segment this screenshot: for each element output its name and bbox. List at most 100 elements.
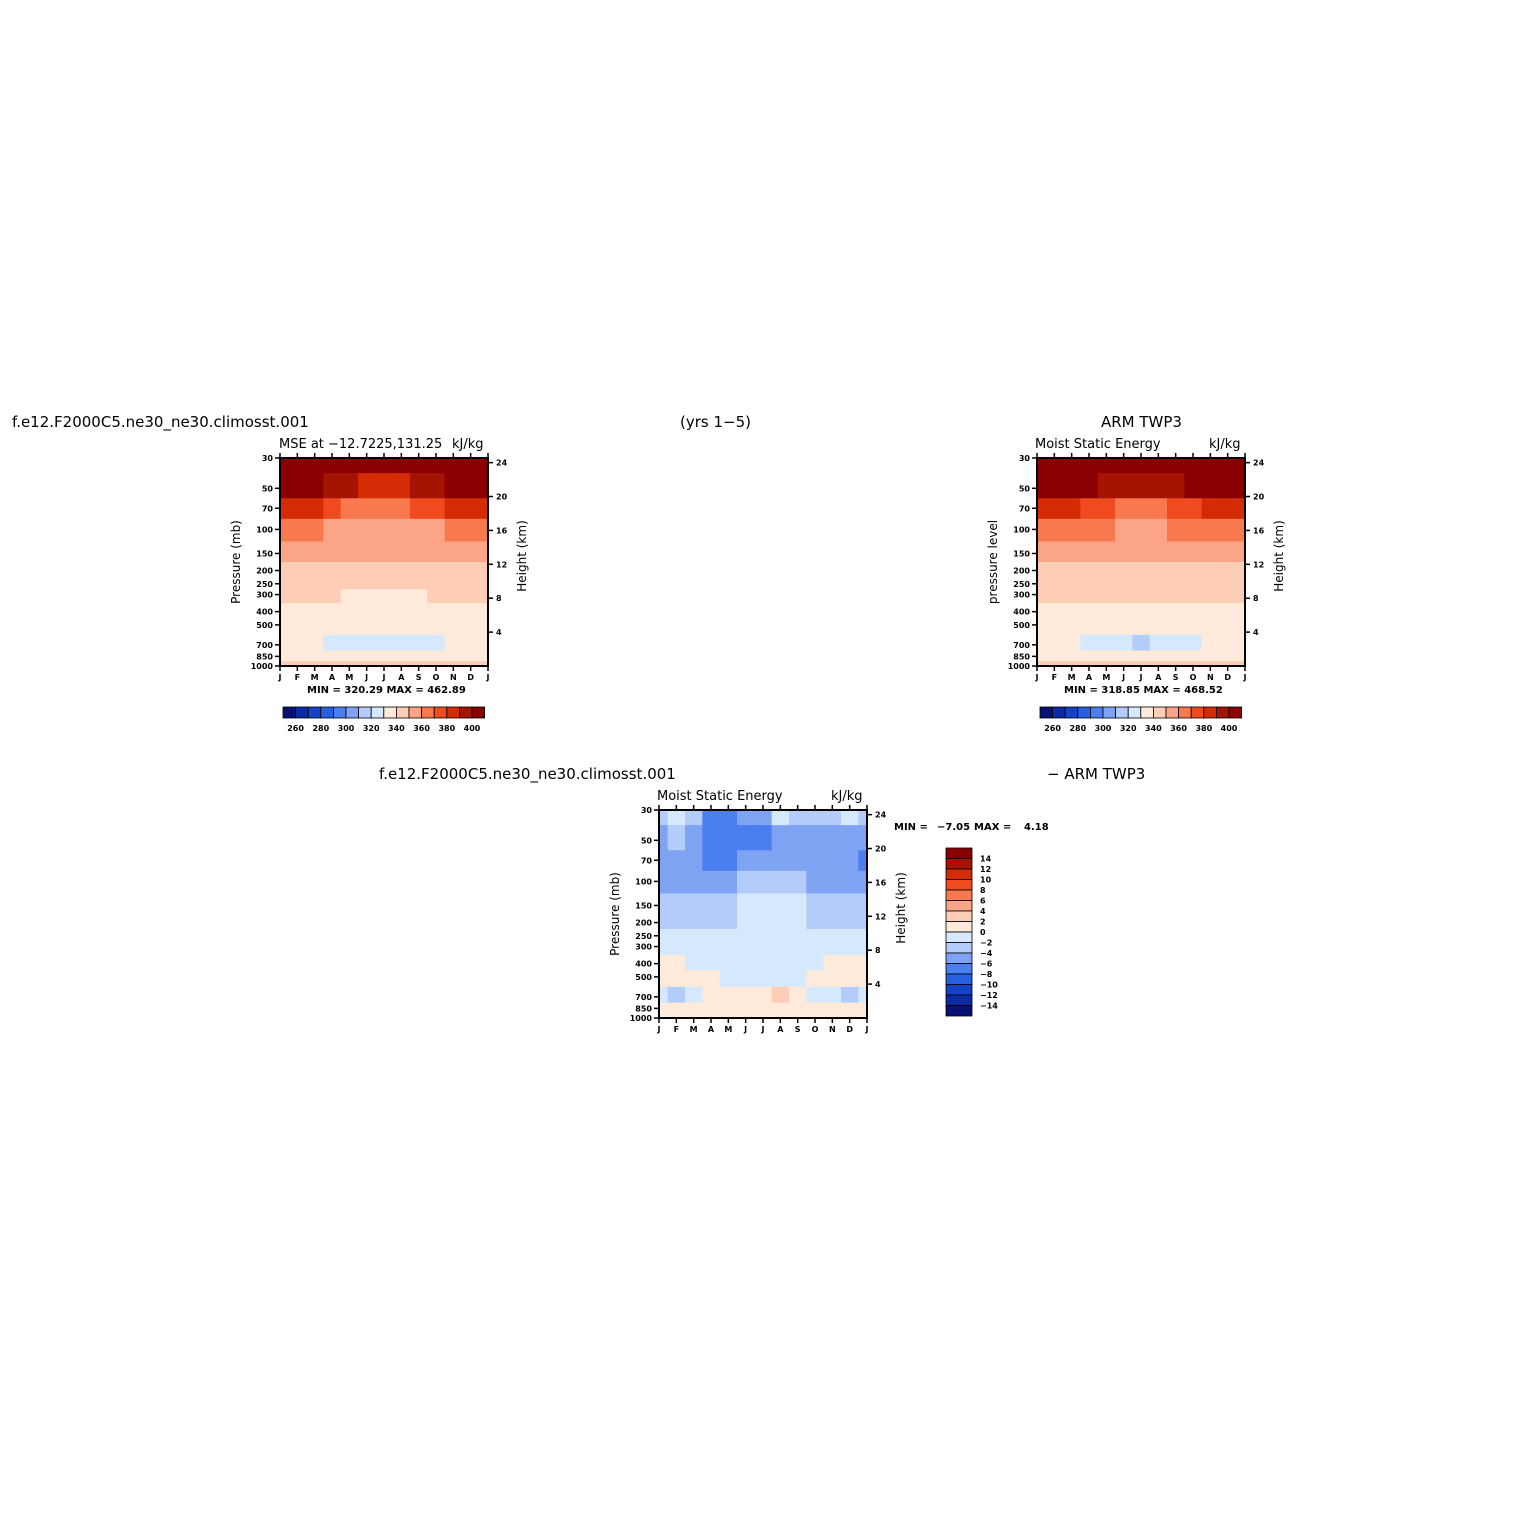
obs-ytick-label: 100 (1013, 525, 1030, 534)
obs-cell (1063, 541, 1081, 563)
diff-rtick-label: 24 (875, 811, 887, 820)
diff-cell (771, 941, 790, 956)
obs-cell (1201, 650, 1220, 662)
diff-cell (823, 1002, 842, 1014)
obs-cell (1097, 589, 1116, 604)
model-cell (306, 661, 324, 667)
obs-cell (1219, 562, 1237, 578)
obs-cell (1037, 562, 1047, 578)
obs-cell (1097, 577, 1116, 590)
model-cell (392, 541, 411, 563)
obs-cell (1184, 634, 1203, 652)
model-xtick-label: A (329, 673, 336, 682)
model-cell (462, 618, 480, 636)
diff-xtick-label: D (846, 1025, 853, 1034)
model-cell (410, 498, 428, 520)
model-cell (288, 562, 307, 578)
diff-colorbar-swatch (945, 984, 973, 996)
obs-colorbar-swatch (1064, 706, 1079, 719)
diff-colorbar-label: 6 (980, 897, 986, 906)
model-cell (323, 650, 342, 662)
obs-cell (1149, 458, 1168, 474)
model-cell (479, 518, 489, 543)
diff-cell (702, 1013, 721, 1019)
model-colorbar-swatch (408, 706, 423, 719)
obs-min-max: MIN = 318.85 MAX = 468.52 (1064, 685, 1223, 696)
model-cell (427, 541, 446, 563)
model-cell (392, 498, 411, 520)
obs-cell (1236, 634, 1246, 652)
obs-title: ARM TWP3 (1101, 413, 1182, 431)
model-cell (375, 518, 394, 543)
model-ytick-label: 850 (256, 652, 273, 661)
diff-rtick-label: 12 (875, 912, 886, 921)
model-cell (375, 577, 394, 590)
model-cell (410, 603, 428, 619)
obs-ytick-label: 1000 (1008, 662, 1031, 671)
model-cell (358, 541, 376, 563)
model-cell (462, 458, 480, 474)
obs-cell (1080, 661, 1099, 667)
diff-cell (789, 941, 807, 956)
diff-cell (667, 941, 686, 956)
model-colorbar-swatch (383, 706, 397, 719)
obs-cell (1167, 650, 1185, 662)
diff-xtick-label: A (708, 1025, 715, 1034)
obs-xtick-label: M (1102, 673, 1110, 682)
obs-cell (1063, 498, 1081, 520)
model-cell (340, 458, 359, 474)
model-cell (306, 562, 324, 578)
model-cell (462, 650, 480, 662)
diff-cell (806, 955, 825, 971)
diff-cell (702, 941, 721, 956)
model-cell (288, 618, 307, 636)
diff-cell (659, 941, 669, 956)
obs-cell (1097, 603, 1116, 619)
obs-cell (1045, 634, 1064, 652)
model-cell (479, 577, 489, 590)
model-cell (427, 634, 446, 652)
obs-cell (1063, 577, 1081, 590)
model-xtick-label: F (295, 673, 300, 682)
diff-cell (806, 1013, 825, 1019)
obs-cell (1097, 661, 1116, 667)
diff-cell (841, 986, 859, 1004)
diff-cell (702, 914, 721, 930)
obs-cell (1219, 661, 1237, 667)
obs-cell (1219, 473, 1237, 499)
model-min-max: MIN = 320.29 MAX = 462.89 (307, 685, 466, 696)
model-cell (358, 473, 376, 499)
model-cell (340, 473, 359, 499)
diff-case-title: f.e12.F2000C5.ne30_ne30.climosst.001 (379, 765, 676, 783)
diff-rtick-label: 16 (875, 878, 887, 887)
obs-colorbar-swatch (1127, 706, 1142, 719)
model-cell (306, 518, 324, 543)
model-colorbar-swatch (295, 706, 309, 719)
obs-cell (1149, 473, 1168, 499)
obs-cell (1201, 562, 1220, 578)
obs-cell (1236, 458, 1246, 474)
diff-xtick-label: M (724, 1025, 732, 1034)
obs-cell (1132, 634, 1151, 652)
model-cell (340, 603, 359, 619)
obs-ylabel: pressure level (986, 520, 1000, 604)
model-cell (358, 650, 376, 662)
obs-panel-units: kJ/kg (1209, 437, 1241, 452)
diff-cell (659, 810, 669, 826)
model-cell (392, 618, 411, 636)
obs-cell (1236, 541, 1246, 563)
obs-cell (1045, 650, 1064, 662)
diff-cell (806, 914, 825, 930)
obs-cell (1149, 518, 1168, 543)
model-colorbar-swatch (345, 706, 360, 719)
obs-colorbar-swatch (1090, 706, 1104, 719)
model-cell (392, 562, 411, 578)
obs-ytick-label: 70 (1019, 504, 1031, 513)
diff-max-label: MAX = (974, 822, 1012, 833)
diff-cell (737, 955, 755, 971)
model-cell (280, 541, 290, 563)
diff-colorbar-label: −10 (980, 981, 998, 990)
diff-rtick-label: 20 (875, 845, 887, 854)
obs-cell (1045, 541, 1064, 563)
diff-cell (659, 929, 669, 942)
